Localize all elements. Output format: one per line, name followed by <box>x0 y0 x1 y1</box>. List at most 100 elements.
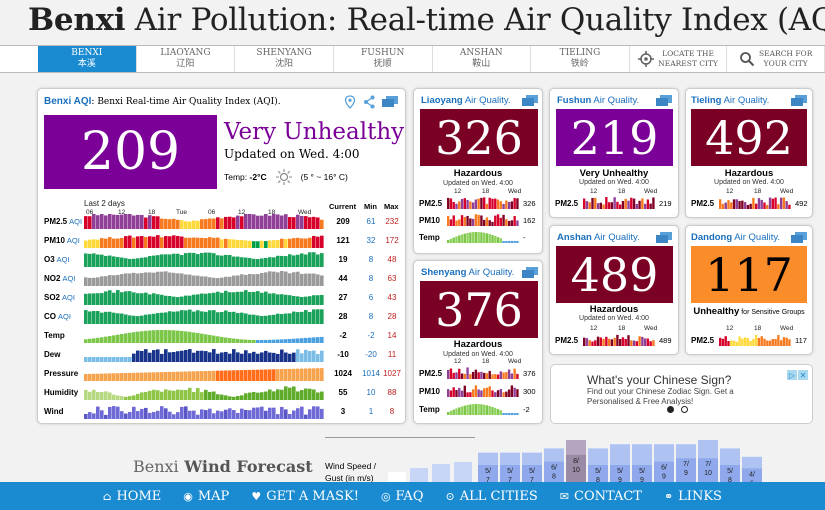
mini-row-value: 162 <box>523 215 536 225</box>
mini-history-bar <box>749 203 752 209</box>
mini-history-bar <box>483 388 486 397</box>
history-bar <box>184 237 188 248</box>
city-card-liaoyang[interactable]: Liaoyang Air Quality. 326 Hazardous Upda… <box>413 88 543 254</box>
nav-city-benxi[interactable]: BENXI 本溪 <box>38 46 137 72</box>
history-bar <box>184 295 188 305</box>
pager-dot-active[interactable] <box>667 406 674 413</box>
mini-history-bar <box>505 391 508 397</box>
history-bar <box>260 369 264 381</box>
history-bar <box>96 357 100 362</box>
widget-icon[interactable] <box>791 232 807 243</box>
history-bar <box>284 214 288 229</box>
widget-icon[interactable] <box>382 96 398 107</box>
mini-history-bar <box>494 407 497 415</box>
nav-city-anshan[interactable]: ANSHAN 鞍山 <box>433 46 532 72</box>
footer-all-cities[interactable]: ⊙ ALL CITIES <box>445 489 537 504</box>
widget-icon[interactable] <box>791 95 807 106</box>
footer-faq[interactable]: ◎ FAQ <box>381 489 424 504</box>
history-bar <box>200 392 204 400</box>
history-bar <box>216 312 220 324</box>
widget-icon[interactable] <box>522 267 538 278</box>
city-card-shenyang[interactable]: Shenyang Air Quality. 376 Hazardous Upda… <box>413 260 543 424</box>
nav-city-shenyang[interactable]: SHENYANG 沈阳 <box>235 46 334 72</box>
city-card-header: Anshan Air Quality. <box>557 232 640 243</box>
location-pin-icon[interactable] <box>344 95 356 109</box>
mini-history-bar <box>471 371 475 379</box>
history-bar <box>192 352 196 362</box>
ad-close-icon[interactable]: ✕ <box>798 370 808 380</box>
search-city-button[interactable]: SEARCH FOR YOUR CITY <box>727 46 825 72</box>
wind-gust-label: 8 <box>552 474 556 481</box>
widget-icon[interactable] <box>656 95 672 106</box>
history-bar <box>268 352 272 362</box>
footer-links[interactable]: ⚭ LINKS <box>664 489 722 504</box>
temp-value: -2°C <box>249 172 267 182</box>
nav-city-liaoyang[interactable]: LIAOYANG 辽阳 <box>137 46 236 72</box>
city-card-anshan[interactable]: Anshan Air Quality. 489 Hazardous Update… <box>549 225 679 355</box>
history-bar <box>228 216 232 229</box>
widget-icon[interactable] <box>522 95 538 106</box>
history-bar <box>128 235 132 248</box>
history-bar <box>216 353 220 362</box>
row-max: 88 <box>387 388 397 397</box>
history-bar <box>292 386 296 400</box>
history-bar <box>88 293 92 305</box>
history-bar <box>268 407 272 419</box>
history-bar <box>112 335 116 343</box>
wind-speed-bar <box>522 465 542 482</box>
mini-history-bar <box>463 198 466 209</box>
footer-contact[interactable]: ✉ CONTACT <box>560 489 642 504</box>
history-bar <box>120 334 124 343</box>
city-card-tieling[interactable]: Tieling Air Quality. 492 Hazardous Updat… <box>685 88 813 218</box>
mini-history-bar <box>463 385 466 397</box>
history-bar <box>96 215 100 229</box>
ad-title[interactable]: What's your Chinese Sign? <box>587 373 732 387</box>
history-bar <box>176 235 180 248</box>
city-card-fushun[interactable]: Fushun Air Quality. 219 Very Unhealthy U… <box>549 88 679 218</box>
widget-icon[interactable] <box>656 232 672 243</box>
ad-pager <box>667 406 688 413</box>
wind-speed-bar <box>500 465 520 482</box>
ad-info-icon[interactable]: ▷ <box>787 370 797 380</box>
history-bar <box>152 411 156 419</box>
history-bar <box>292 255 296 267</box>
history-bar <box>104 311 108 324</box>
history-bar <box>252 369 256 381</box>
history-bar <box>168 254 172 267</box>
share-icon[interactable] <box>363 95 375 109</box>
city-updated: Updated on Wed. 4:00 <box>714 179 784 186</box>
mini-row: Temp -2 <box>419 403 530 415</box>
footer-mask[interactable]: ♥ GET A MASK! <box>251 489 359 504</box>
mini-history-bar <box>607 338 611 346</box>
mini-history-bar <box>499 201 502 209</box>
mini-history-bar <box>513 368 516 379</box>
history-bar <box>148 294 152 305</box>
mini-history-bar <box>779 340 783 346</box>
history-bar <box>224 310 228 324</box>
city-card-dandong[interactable]: Dandong Air Quality. 117 Unhealthy for S… <box>685 225 813 355</box>
main-card-header: Benxi AQI: Benxi Real-time Air Quality I… <box>44 96 281 107</box>
history-bar <box>104 276 108 286</box>
history-bar <box>188 221 192 229</box>
mini-history-bar <box>477 372 480 379</box>
history-bar <box>208 293 212 305</box>
history-bar <box>256 259 260 267</box>
history-bar <box>208 218 212 229</box>
mini-history-bar <box>485 405 489 415</box>
main-updated: Updated on Wed. 4:00 <box>224 147 360 161</box>
ad-choices[interactable]: ▷ ✕ <box>787 370 808 380</box>
mini-history-bar <box>752 338 755 346</box>
ad-banner[interactable]: What's your Chinese Sign? Find out your … <box>550 364 813 424</box>
nav-city-fushun[interactable]: FUSHUN 抚顺 <box>334 46 433 72</box>
pager-dot[interactable] <box>681 406 688 413</box>
mini-history-bar <box>449 238 453 243</box>
mini-history-bar <box>507 369 511 379</box>
time-tick: 12 <box>454 358 462 365</box>
footer-home[interactable]: ⌂ HOME <box>103 489 161 504</box>
locate-nearest-city-button[interactable]: LOCATE THE NEAREST CITY <box>630 46 728 72</box>
mini-history-bar <box>516 220 519 226</box>
footer-map[interactable]: ◉ MAP <box>183 489 229 504</box>
history-bar <box>164 254 168 267</box>
time-tick: Wed <box>298 209 312 216</box>
nav-city-tieling[interactable]: TIELING 铁岭 <box>531 46 630 72</box>
